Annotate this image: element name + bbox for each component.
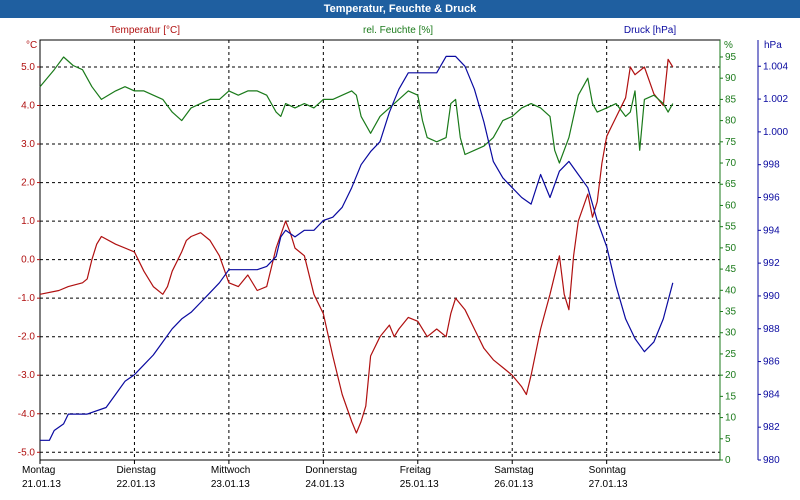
x-tick-label-date: 22.01.13 [116,479,155,490]
humidity-unit-label: % [724,40,733,51]
temperature-tick-label: 1.0 [21,216,35,227]
x-tick-label-date: 23.01.13 [211,479,250,490]
pressure-tick-label: 984 [763,389,780,400]
humidity-tick-label: 5 [725,434,731,445]
humidity-tick-label: 65 [725,179,737,190]
humidity-tick-label: 15 [725,391,737,402]
humidity-tick-label: 75 [725,137,737,148]
pressure-tick-label: 990 [763,291,780,302]
x-tick-label-date: 21.01.13 [22,479,61,490]
temperature-tick-label: -2.0 [18,332,36,343]
chart-title: Temperatur, Feuchte & Druck [0,0,800,18]
humidity-tick-label: 20 [725,370,737,381]
humidity-tick-label: 55 [725,222,737,233]
temperature-tick-label: 0.0 [21,255,35,266]
x-tick-label-day: Mittwoch [211,465,250,476]
x-tick-label-day: Sonntag [589,465,626,476]
plot-border [39,39,721,461]
pressure-tick-label: 998 [763,160,780,171]
pressure-tick-label: 982 [763,422,780,433]
humidity-tick-label: 90 [725,73,737,84]
x-tick-label-day: Samstag [494,465,533,476]
temperature-axis-title: Temperatur [°C] [110,25,180,36]
humidity-tick-label: 60 [725,200,737,211]
pressure-tick-label: 980 [763,455,780,466]
pressure-tick-label: 994 [763,225,780,236]
temperature-tick-label: -4.0 [18,409,36,420]
humidity-axis-title: rel. Feuchte [%] [363,25,433,36]
weather-chart: Montag 21.01.13 Dienstag 22.01.13 Mittwoch 23… [18,25,789,490]
temperature-tick-label: 4.0 [21,101,35,112]
series [39,55,674,441]
humidity-tick-label: 70 [725,158,737,169]
pressure-tick-label: 1.000 [763,127,788,138]
x-tick-label-date: 25.01.13 [400,479,439,490]
humidity-tick-label: 25 [725,349,737,360]
temperature-tick-label: -5.0 [18,447,36,458]
x-tick-label-day: Dienstag [116,465,155,476]
x-tick-label-day: Freitag [400,465,431,476]
x-tick-label-day: Montag [22,465,55,476]
x-tick-label-date: 24.01.13 [305,479,344,490]
x-tick-label-day: Donnerstag [305,465,357,476]
humidity-tick-label: 95 [725,52,737,63]
humidity-series-line [39,56,674,164]
temperature-tick-label: 5.0 [21,62,35,73]
temperature-unit-label: °C [26,40,37,51]
humidity-tick-label: 0 [725,455,731,466]
humidity-tick-label: 80 [725,116,737,127]
humidity-tick-label: 50 [725,243,737,254]
pressure-tick-label: 986 [763,357,780,368]
humidity-tick-label: 45 [725,264,737,275]
humidity-tick-label: 10 [725,413,737,424]
pressure-tick-label: 1.002 [763,94,788,105]
humidity-tick-label: 35 [725,307,737,318]
pressure-tick-label: 992 [763,258,780,269]
temperature-series-line [39,58,674,434]
humidity-tick-label: 40 [725,285,737,296]
pressure-tick-label: 996 [763,193,780,204]
x-tick-label-date: 26.01.13 [494,479,533,490]
temperature-tick-label: -1.0 [18,293,36,304]
grid [39,39,721,461]
humidity-tick-label: 30 [725,328,737,339]
pressure-series-line [40,55,674,441]
temperature-tick-label: 2.0 [21,178,35,189]
pressure-unit-label: hPa [764,40,782,51]
x-tick-label-date: 27.01.13 [589,479,628,490]
axes: Montag 21.01.13 Dienstag 22.01.13 Mittwoch 23… [18,40,788,490]
pressure-axis-title: Druck [hPa] [624,25,676,36]
pressure-tick-label: 1.004 [763,61,788,72]
temperature-tick-label: -3.0 [18,370,36,381]
temperature-tick-label: 3.0 [21,139,35,150]
humidity-tick-label: 85 [725,94,737,105]
pressure-tick-label: 988 [763,324,780,335]
